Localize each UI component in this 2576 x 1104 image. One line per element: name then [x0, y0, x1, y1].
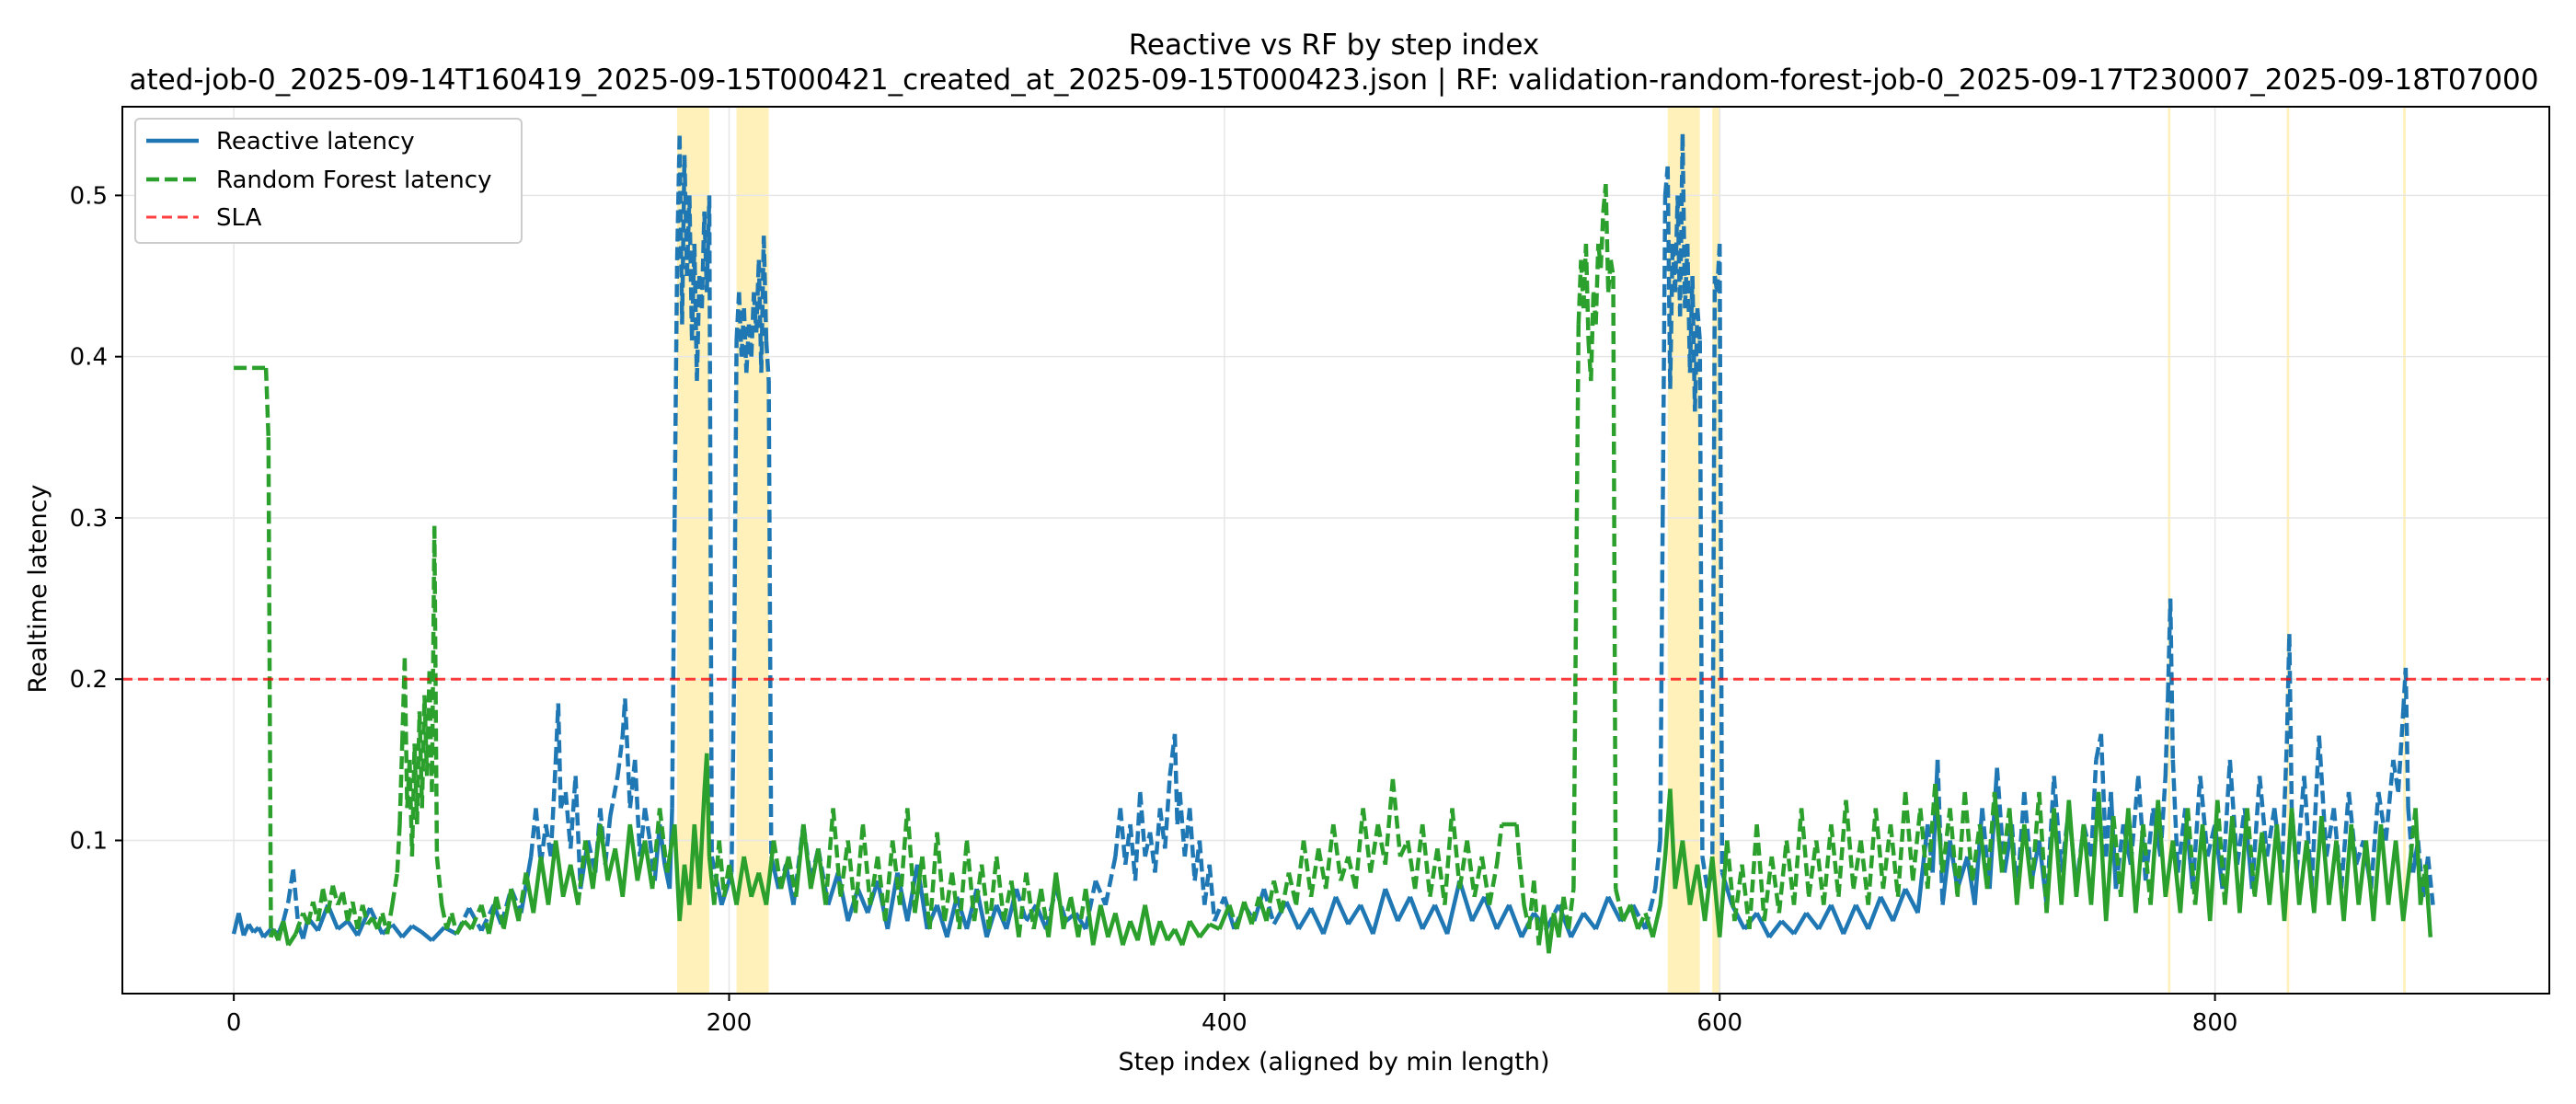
legend-sla-label: SLA	[216, 204, 262, 232]
x-tick-label-0: 0	[226, 1009, 242, 1037]
x-tick-label-3: 600	[1696, 1009, 1742, 1037]
legend-box	[134, 118, 523, 244]
reactive-series	[231, 133, 2435, 942]
random-forest-line-solid	[269, 753, 2433, 954]
axes	[121, 106, 2550, 995]
series-lines	[122, 133, 2549, 954]
highlight-span-4	[2168, 107, 2171, 994]
reactive-line-dashed	[270, 133, 2435, 936]
highlight-span-5	[2286, 107, 2290, 994]
x-axis-label: Step index (aligned by min length)	[1119, 1048, 1550, 1076]
legend-random-forest-label: Random Forest latency	[216, 167, 491, 194]
chart-subtitle: ated-job-0_2025-09-14T160419_2025-09-15T…	[130, 63, 2539, 97]
x-tick-label-4: 800	[2192, 1009, 2238, 1037]
chart-title: Reactive vs RF by step index	[1129, 29, 1539, 62]
y-axis-label: Realtime latency	[24, 484, 52, 693]
tick-labels: 0 200 400 600 800 0.1 0.2 0.3 0.4 0.5	[70, 182, 2238, 1037]
y-tick-label-4: 0.5	[70, 182, 108, 210]
y-tick-label-3: 0.4	[70, 344, 108, 372]
random-forest-line-dashed	[234, 183, 2428, 946]
plot-frame	[121, 106, 2550, 995]
highlight-span-6	[2403, 107, 2406, 994]
legend-reactive-label: Reactive latency	[216, 128, 415, 155]
highlight-span-3	[1712, 107, 1720, 994]
random-forest-series	[234, 183, 2433, 954]
x-tick-label-2: 400	[1202, 1009, 1248, 1037]
y-tick-label-0: 0.1	[70, 827, 108, 855]
x-tick-label-1: 200	[707, 1009, 753, 1037]
y-tick-label-2: 0.3	[70, 505, 108, 533]
y-tick-label-1: 0.2	[70, 666, 108, 694]
legend: Reactive latency Random Forest latency S…	[134, 118, 523, 244]
